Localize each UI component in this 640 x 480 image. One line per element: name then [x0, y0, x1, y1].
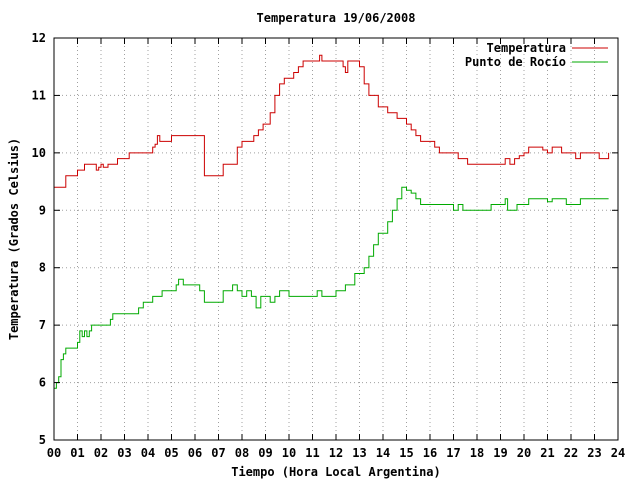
y-tick-label: 8	[39, 261, 46, 275]
x-tick-label: 05	[164, 446, 178, 460]
y-tick-label: 11	[32, 88, 46, 102]
y-tick-label: 5	[39, 433, 46, 447]
x-tick-label: 02	[94, 446, 108, 460]
y-tick-label: 10	[32, 146, 46, 160]
y-tick-label: 12	[32, 31, 46, 45]
x-tick-label: 11	[305, 446, 319, 460]
x-tick-label: 06	[188, 446, 202, 460]
x-tick-label: 04	[141, 446, 155, 460]
series-line-punto-de-rocio	[54, 186, 609, 389]
x-tick-label: 24	[611, 446, 625, 460]
x-tick-label: 03	[117, 446, 131, 460]
x-tick-label: 19	[493, 446, 507, 460]
x-tick-label: 12	[329, 446, 343, 460]
x-tick-label: 18	[470, 446, 484, 460]
legend: Temperatura Punto de Rocío	[465, 41, 608, 69]
grid	[54, 38, 618, 440]
legend-label-temperatura: Temperatura	[487, 41, 566, 55]
axis-ticks: 00 01 02 03 04 05 06 07 08 09 10 11 12 13 14 15 16 17 18 19…	[32, 31, 626, 460]
x-tick-label: 13	[352, 446, 366, 460]
y-tick-label: 6	[39, 376, 46, 390]
y-tick-label: 7	[39, 318, 46, 332]
x-tick-label: 22	[564, 446, 578, 460]
x-tick-label: 21	[540, 446, 554, 460]
x-tick-label: 07	[211, 446, 225, 460]
x-tick-label: 16	[423, 446, 437, 460]
x-tick-label: 01	[70, 446, 84, 460]
x-tick-label: 17	[446, 446, 460, 460]
x-tick-label: 10	[282, 446, 296, 460]
x-tick-label: 23	[587, 446, 601, 460]
y-tick-label: 9	[39, 203, 46, 217]
x-tick-label: 14	[376, 446, 390, 460]
x-tick-label: 08	[235, 446, 249, 460]
x-tick-label: 15	[399, 446, 413, 460]
series-lines	[54, 54, 610, 389]
x-axis-label: Tiempo (Hora Local Argentina)	[231, 465, 441, 479]
y-axis-label: Temperatura (Grados Celsius)	[7, 138, 21, 340]
legend-label-punto-de-rocio: Punto de Rocío	[465, 55, 566, 69]
x-tick-label: 20	[517, 446, 531, 460]
x-tick-label: 00	[47, 446, 61, 460]
chart-title: Temperatura 19/06/2008	[257, 11, 416, 25]
series-line-temperatura	[54, 54, 610, 188]
x-tick-label: 09	[258, 446, 272, 460]
